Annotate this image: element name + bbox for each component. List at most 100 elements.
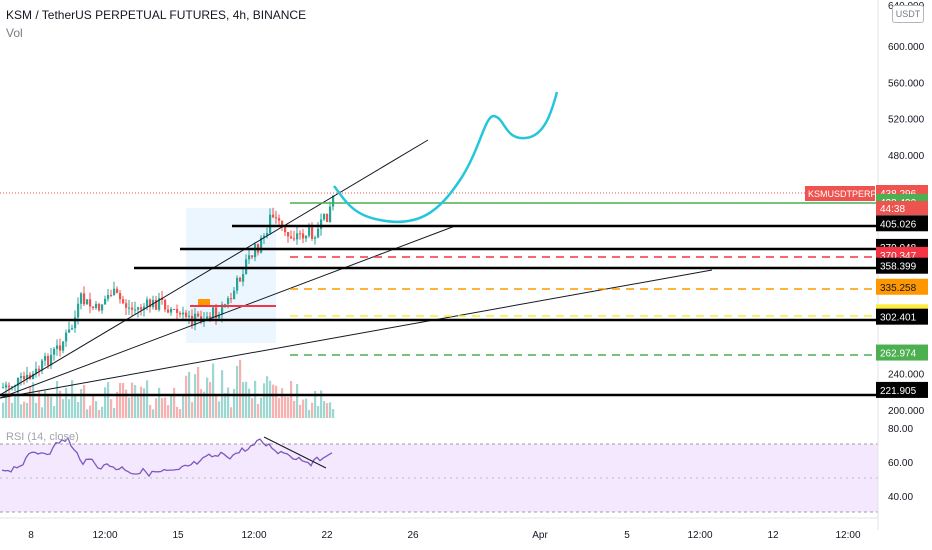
x-tick-label: 26 (407, 530, 419, 541)
volume-bar (326, 403, 329, 418)
candle-body (236, 277, 239, 291)
candle-body (158, 298, 161, 310)
candle-body (62, 341, 65, 351)
y-tick-label: 520.000 (888, 115, 925, 126)
volume-bar (71, 380, 74, 418)
candle-body (104, 298, 107, 305)
volume-bar (233, 388, 236, 418)
candle-body (107, 294, 110, 299)
candle-body (254, 244, 257, 258)
volume-bar (50, 396, 53, 418)
volume-bar (2, 402, 5, 418)
support-trendline[interactable] (0, 269, 713, 399)
candle-body (32, 373, 35, 379)
candle-body (122, 299, 125, 304)
symbol-title[interactable]: KSM / TetherUS PERPETUAL FUTURES, 4h, BI… (6, 8, 307, 22)
price-badge-text: 221.905 (880, 386, 917, 397)
volume-bar (89, 405, 92, 418)
volume-bar (212, 363, 215, 418)
volume-bar (11, 402, 14, 418)
candle-body (47, 355, 50, 366)
forecast-path[interactable] (333, 91, 559, 224)
volume-bar (281, 388, 284, 418)
volume-bar (80, 389, 83, 418)
x-tick-label: 12 (767, 530, 779, 541)
rsi-trendline[interactable] (263, 436, 327, 469)
volume-bar (308, 409, 311, 418)
volume-bar (53, 406, 56, 418)
price-badge (876, 308, 928, 325)
candle-body (53, 348, 56, 355)
volume-bars (2, 359, 335, 418)
y-tick-label: 600.000 (888, 42, 925, 53)
volume-bar (284, 396, 287, 418)
volume-bar (242, 382, 245, 418)
volume-bar (149, 404, 152, 418)
candle-body (206, 316, 209, 320)
volume-bar (260, 397, 263, 418)
y-tick-label: 200.000 (888, 406, 925, 417)
volume-bar (41, 407, 44, 418)
x-tick-label: 12:00 (92, 530, 117, 541)
volume-bar (329, 402, 332, 418)
candle-body (245, 259, 248, 275)
candle-body (248, 255, 251, 260)
volume-bar (62, 399, 65, 418)
volume-bar (269, 380, 272, 418)
volume-label[interactable]: Vol (6, 26, 23, 40)
volume-bar (68, 399, 71, 418)
price-badge-text: 335.258 (880, 283, 917, 294)
candle-body (170, 308, 173, 313)
volume-bar (248, 388, 251, 418)
volume-bar (179, 409, 182, 418)
candle-body (95, 303, 98, 308)
volume-bar (332, 409, 335, 418)
candle-body (230, 298, 233, 300)
volume-bar (266, 376, 269, 418)
volume-bar (110, 399, 113, 418)
candle-body (209, 316, 212, 318)
currency-button[interactable]: USDT (892, 5, 924, 23)
time-axis[interactable]: 8 12:00 15 12:00 22 26 Apr 5 12:00 12 12:00 (28, 530, 861, 541)
volume-bar (263, 383, 266, 418)
volume-bar (101, 406, 104, 418)
volume-bar (92, 395, 95, 418)
candle-body (23, 376, 26, 380)
candle-body (269, 214, 272, 233)
volume-bar (197, 366, 200, 418)
price-badge (876, 215, 928, 232)
volume-bar (215, 394, 218, 418)
volume-bar (47, 395, 50, 418)
volume-bar (206, 377, 209, 418)
candle-body (35, 368, 38, 374)
candle-body (314, 237, 317, 239)
volume-bar (227, 387, 230, 418)
volume-bar (230, 407, 233, 418)
volume-bar (167, 405, 170, 418)
candle-body (197, 313, 200, 317)
volume-bar (182, 395, 185, 418)
volume-bar (38, 390, 41, 418)
volume-bar (95, 401, 98, 418)
channel-lower-line[interactable] (0, 225, 456, 399)
candle-body (137, 307, 140, 310)
candle-body (86, 299, 89, 305)
x-tick-label: 15 (172, 530, 184, 541)
price-badge (876, 381, 928, 398)
price-badge (876, 257, 928, 274)
candle-body (233, 290, 236, 300)
volume-bar (185, 375, 188, 418)
candle-body (167, 309, 170, 313)
price-badge-text: 262.974 (880, 349, 917, 360)
volume-bar (236, 365, 239, 418)
volume-bar (74, 395, 77, 418)
candle-body (275, 217, 278, 219)
x-tick-label: 12:00 (687, 530, 712, 541)
candle-body (296, 233, 299, 240)
candle-body (164, 299, 167, 310)
candle-body (305, 235, 308, 239)
rsi-label[interactable]: RSI (14, close) (6, 431, 79, 443)
candle-body (326, 213, 329, 222)
candle-body (50, 354, 53, 366)
